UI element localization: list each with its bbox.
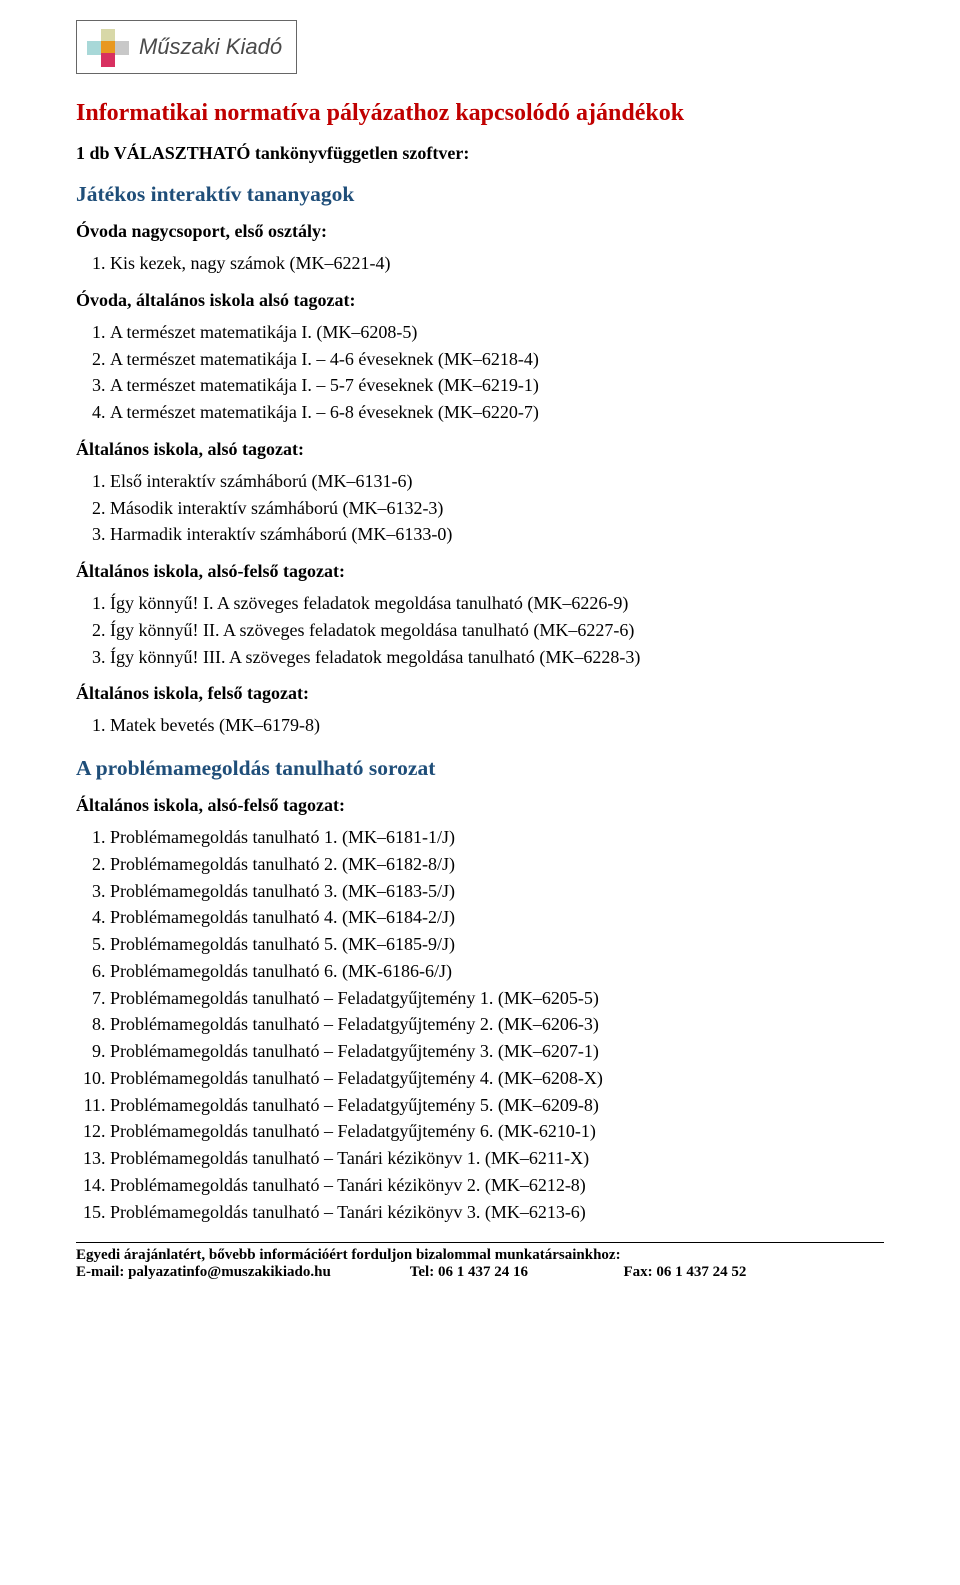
- list-item: A természet matematikája I. (MK–6208-5): [110, 321, 884, 345]
- list-item: Problémamegoldás tanulható 3. (MK–6183-5…: [110, 880, 884, 904]
- list-item: Problémamegoldás tanulható – Feladatgyűj…: [110, 987, 884, 1011]
- list-item: A természet matematikája I. – 6-8 évesek…: [110, 401, 884, 425]
- list-item: Kis kezek, nagy számok (MK–6221-4): [110, 252, 884, 276]
- item-list: Így könnyű! I. A szöveges feladatok mego…: [110, 592, 884, 669]
- list-item: Így könnyű! III. A szöveges feladatok me…: [110, 646, 884, 670]
- list-item: Problémamegoldás tanulható – Tanári kézi…: [110, 1201, 884, 1225]
- footer-email: E-mail: palyazatinfo@muszakikiado.hu: [76, 1264, 406, 1281]
- list-item: Problémamegoldás tanulható 4. (MK–6184-2…: [110, 906, 884, 930]
- list-item: A természet matematikája I. – 5-7 évesek…: [110, 374, 884, 398]
- list-item: Problémamegoldás tanulható – Tanári kézi…: [110, 1147, 884, 1171]
- document-page: Műszaki Kiadó Informatikai normatíva pál…: [0, 0, 960, 1291]
- group-label: Általános iskola, alsó-felső tagozat:: [76, 561, 884, 582]
- footer-fax: Fax: 06 1 437 24 52: [624, 1264, 747, 1281]
- list-item: Problémamegoldás tanulható 2. (MK–6182-8…: [110, 853, 884, 877]
- group-label: Általános iskola, alsó-felső tagozat:: [76, 795, 884, 816]
- list-item: A természet matematikája I. – 4-6 évesek…: [110, 348, 884, 372]
- footer-line1: Egyedi árajánlatért, bővebb információér…: [76, 1242, 884, 1264]
- group-label: Általános iskola, felső tagozat:: [76, 683, 884, 704]
- group-label: Általános iskola, alsó tagozat:: [76, 439, 884, 460]
- list-item: Problémamegoldás tanulható – Tanári kézi…: [110, 1174, 884, 1198]
- document-title: Informatikai normatíva pályázathoz kapcs…: [76, 100, 884, 127]
- logo-mark-icon: [87, 27, 127, 67]
- item-list: Kis kezek, nagy számok (MK–6221-4): [110, 252, 884, 276]
- footer-contact: E-mail: palyazatinfo@muszakikiado.hu Tel…: [76, 1264, 884, 1281]
- group-label: Óvoda, általános iskola alsó tagozat:: [76, 290, 884, 311]
- list-item: Problémamegoldás tanulható 6. (MK-6186-6…: [110, 960, 884, 984]
- item-list: Problémamegoldás tanulható 1. (MK–6181-1…: [110, 826, 884, 1224]
- logo-text: Műszaki Kiadó: [139, 34, 282, 60]
- list-item: Problémamegoldás tanulható 1. (MK–6181-1…: [110, 826, 884, 850]
- item-list: Első interaktív számháború (MK–6131-6) M…: [110, 470, 884, 547]
- section-heading-problema: A problémamegoldás tanulható sorozat: [76, 756, 884, 781]
- list-item: Harmadik interaktív számháború (MK–6133-…: [110, 523, 884, 547]
- list-item: Problémamegoldás tanulható – Feladatgyűj…: [110, 1120, 884, 1144]
- list-item: Problémamegoldás tanulható – Feladatgyűj…: [110, 1067, 884, 1091]
- footer-tel: Tel: 06 1 437 24 16: [410, 1264, 620, 1281]
- list-item: Problémamegoldás tanulható – Feladatgyűj…: [110, 1094, 884, 1118]
- group-label: Óvoda nagycsoport, első osztály:: [76, 221, 884, 242]
- item-list: A természet matematikája I. (MK–6208-5) …: [110, 321, 884, 425]
- item-list: Matek bevetés (MK–6179-8): [110, 714, 884, 738]
- list-item: Első interaktív számháború (MK–6131-6): [110, 470, 884, 494]
- list-item: Második interaktív számháború (MK–6132-3…: [110, 497, 884, 521]
- section-heading-jatekos: Játékos interaktív tananyagok: [76, 182, 884, 207]
- list-item: Matek bevetés (MK–6179-8): [110, 714, 884, 738]
- list-item: Így könnyű! II. A szöveges feladatok meg…: [110, 619, 884, 643]
- list-item: Problémamegoldás tanulható – Feladatgyűj…: [110, 1040, 884, 1064]
- list-item: Problémamegoldás tanulható 5. (MK–6185-9…: [110, 933, 884, 957]
- list-item: Problémamegoldás tanulható – Feladatgyűj…: [110, 1013, 884, 1037]
- list-item: Így könnyű! I. A szöveges feladatok mego…: [110, 592, 884, 616]
- publisher-logo: Műszaki Kiadó: [76, 20, 297, 74]
- choose-line: 1 db VÁLASZTHATÓ tankönyvfüggetlen szoft…: [76, 143, 884, 164]
